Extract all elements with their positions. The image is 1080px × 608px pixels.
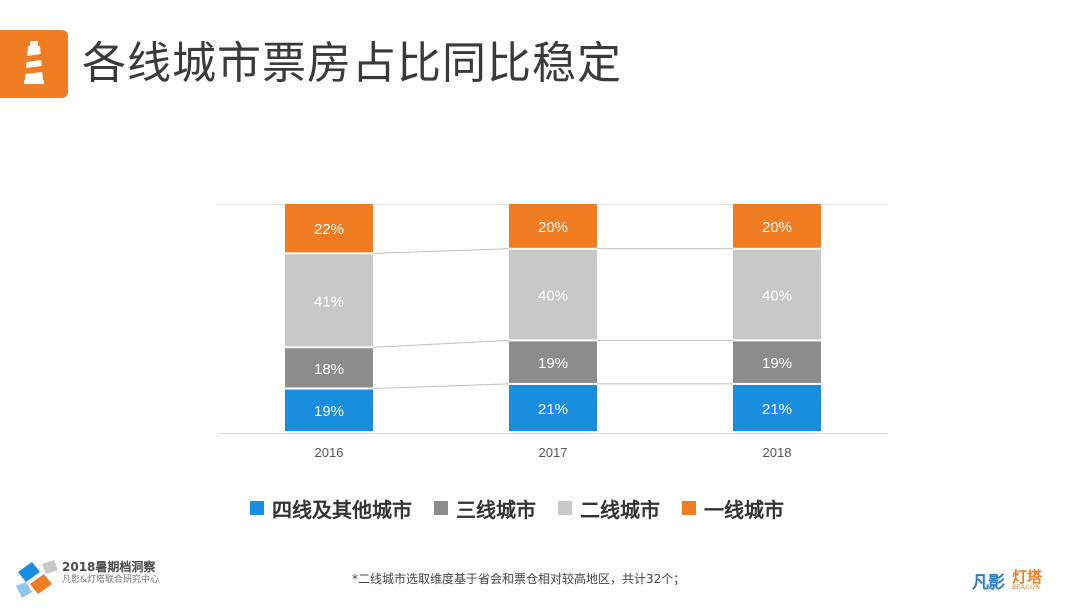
data-label-2016-s0: 19% [314, 403, 344, 420]
title-badge [0, 30, 68, 98]
x-tick-label-2016: 2016 [315, 445, 344, 460]
bar-segment-2018-s3 [733, 204, 821, 248]
fenying-logo: 凡影 [972, 572, 1005, 593]
legend-swatch-tier2 [558, 501, 572, 515]
legend-item-tier2: 二线城市 [558, 494, 660, 523]
data-label-2016-s3: 22% [314, 221, 344, 238]
brand-logo-icon [16, 560, 58, 598]
data-label-2016-s2: 41% [314, 293, 344, 310]
bar-segment-2016-s3 [285, 204, 373, 253]
legend-label-tier1: 一线城市 [704, 497, 784, 522]
bar-segment-2016-s2 [285, 254, 373, 347]
legend-swatch-tier3 [434, 501, 448, 515]
bar-segment-2018-s0 [733, 384, 821, 431]
legend-item-tier4: 四线及其他城市 [250, 494, 412, 523]
footer-brand: 2018暑期档洞察 凡影&灯塔联合研究中心 [62, 560, 160, 585]
data-label-2017-s0: 21% [538, 401, 568, 418]
lighthouse-icon [24, 41, 44, 84]
bar-segment-2016-s1 [285, 348, 373, 388]
data-label-2018-s1: 19% [762, 355, 792, 372]
connector-line-0-3 [372, 248, 510, 254]
bar-segment-2018-s2 [733, 249, 821, 340]
bar-segment-2016-s0 [285, 389, 373, 431]
beacon-logo-en: BEACON [1012, 583, 1041, 591]
legend-label-tier2: 二线城市 [580, 497, 660, 522]
data-label-2017-s3: 20% [538, 219, 568, 236]
bar-segment-2017-s0 [509, 384, 597, 431]
legend-label-tier3: 三线城市 [456, 497, 536, 522]
x-tick-label-2018: 2018 [763, 445, 792, 460]
footer-brand-title: 2018暑期档洞察 [62, 560, 156, 574]
legend-item-tier1: 一线城市 [682, 494, 784, 523]
connector-line-0-2 [372, 339, 510, 348]
connector-line-0-1 [372, 383, 510, 389]
data-label-2016-s1: 18% [314, 361, 344, 378]
bar-segment-2017-s1 [509, 341, 597, 383]
chart-legend: 四线及其他城市 三线城市 二线城市 一线城市 [250, 494, 784, 522]
page-title: 各线城市票房占比同比稳定 [82, 38, 622, 89]
partner-logos: 凡影 灯塔 BEACON [972, 563, 1042, 597]
legend-swatch-tier4 [250, 501, 264, 515]
data-label-2018-s0: 21% [762, 401, 792, 418]
legend-item-tier3: 三线城市 [434, 494, 536, 523]
legend-swatch-tier1 [682, 501, 696, 515]
bar-segment-2018-s1 [733, 341, 821, 383]
data-label-2017-s1: 19% [538, 355, 568, 372]
beacon-logo: 灯塔 BEACON [1012, 567, 1043, 591]
x-tick-label-2017: 2017 [539, 445, 568, 460]
data-label-2017-s2: 40% [538, 288, 568, 305]
legend-label-tier4: 四线及其他城市 [272, 497, 412, 522]
data-label-2018-s3: 20% [762, 219, 792, 236]
bar-segment-2017-s3 [509, 204, 597, 248]
beacon-logo-text: 灯塔 [1012, 567, 1043, 586]
bar-segment-2017-s2 [509, 249, 597, 340]
footer-brand-subtitle: 凡影&灯塔联合研究中心 [62, 574, 160, 585]
data-label-2018-s2: 40% [762, 288, 792, 305]
footnote: *二线城市选取维度基于省会和票仓相对较高地区，共计32个； [352, 572, 686, 586]
